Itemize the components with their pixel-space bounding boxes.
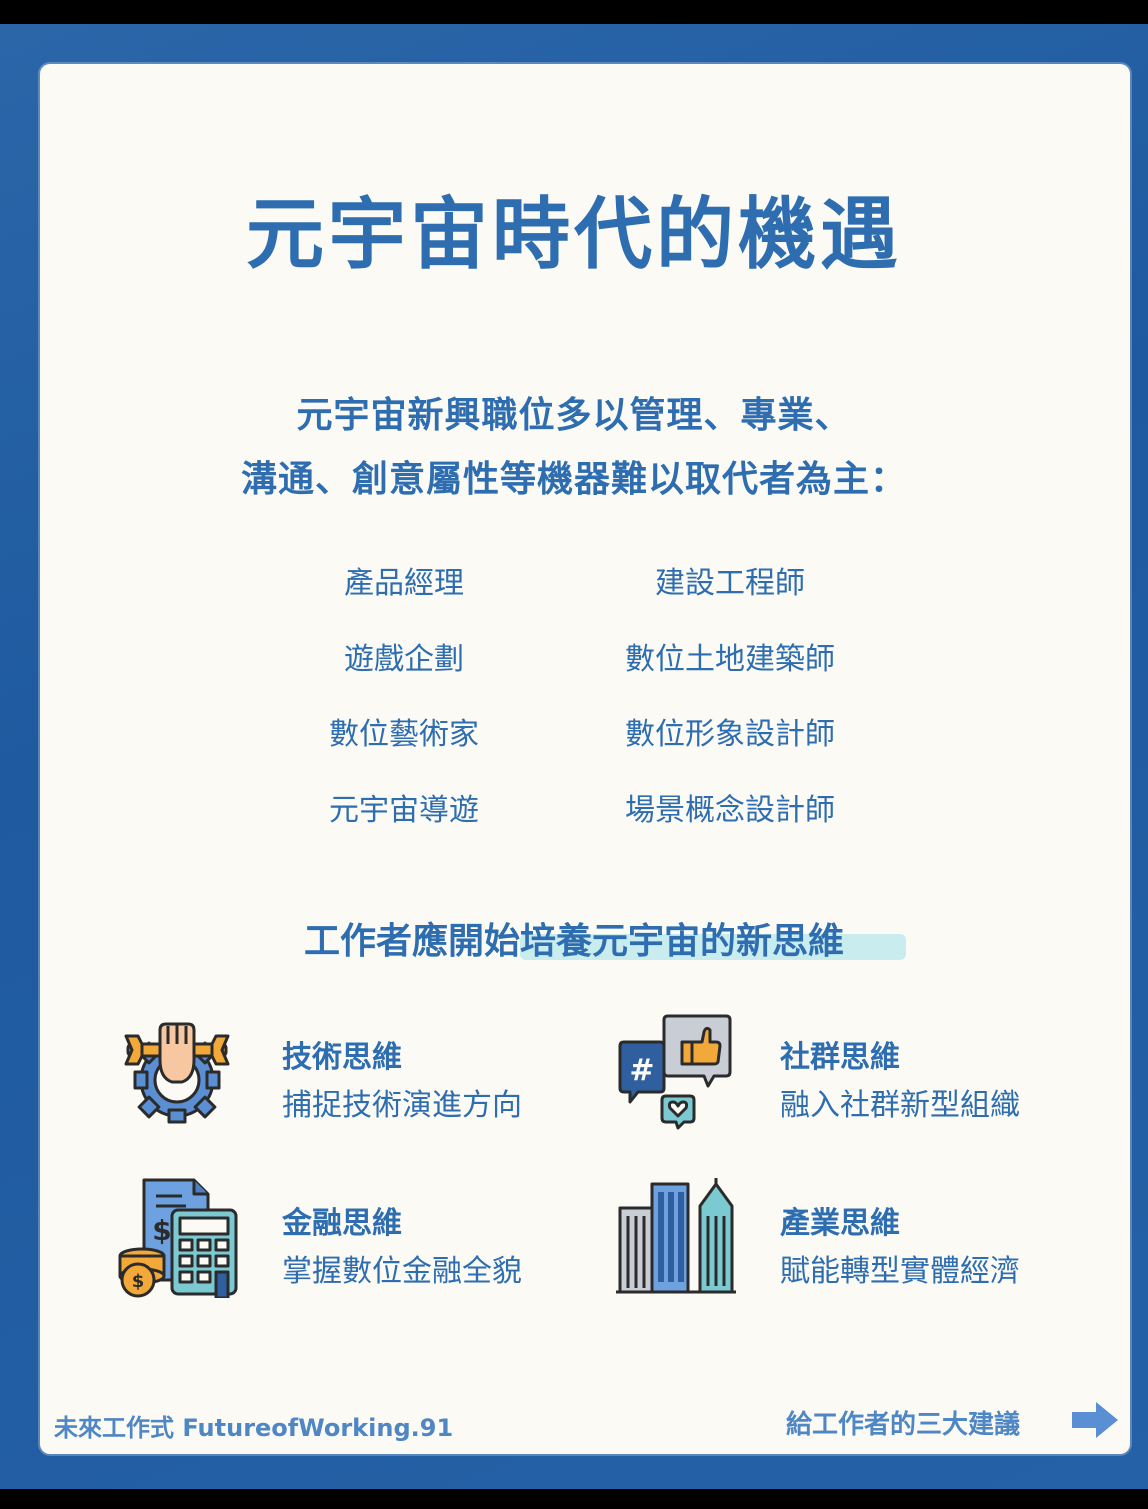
intro-line-2: 溝通、創意屬性等機器難以取代者為主： [240, 459, 907, 500]
subheading-highlight [520, 934, 906, 960]
job-right: 場景概念設計師 [625, 793, 835, 828]
right-arrow-icon[interactable] [1068, 1398, 1122, 1442]
job-left: 遊戲企劃 [344, 642, 464, 677]
next-page-link[interactable]: 給工作者的三大建議 [786, 1410, 1021, 1440]
page-title: 元宇宙時代的機遇 [245, 190, 902, 280]
intro-line-1: 元宇宙新興職位多以管理、專業、 [296, 395, 852, 436]
svg-text:$: $ [152, 1214, 171, 1247]
job-right: 數位形象設計師 [625, 717, 835, 752]
job-right: 數位土地建築師 [625, 642, 835, 677]
svg-text:$: $ [132, 1271, 145, 1292]
city-buildings-icon [616, 1178, 736, 1294]
mindset-desc: 融入社群新型組織 [780, 1088, 1020, 1123]
mindset-title: 金融思維 [282, 1206, 402, 1241]
mindset-title: 技術思維 [282, 1040, 402, 1075]
social-chat-bubbles-icon: # [618, 1014, 732, 1130]
mindset-desc: 捕捉技術演進方向 [282, 1088, 522, 1123]
job-left: 產品經理 [344, 566, 464, 601]
job-left: 元宇宙導遊 [329, 793, 479, 828]
mindset-desc: 賦能轉型實體經濟 [780, 1254, 1020, 1289]
brand-footer: 未來工作式 FutureofWorking.91 [54, 1414, 454, 1442]
calculator-coins-icon: $ $ [118, 1178, 238, 1298]
job-right: 建設工程師 [655, 566, 805, 601]
mindset-title: 產業思維 [780, 1206, 900, 1241]
svg-text:#: # [629, 1053, 654, 1088]
mindset-desc: 掌握數位金融全貌 [282, 1254, 522, 1289]
mindset-title: 社群思維 [780, 1040, 900, 1075]
wrench-gear-fist-icon [124, 1022, 230, 1124]
subheading: 工作者應開始培養元宇宙的新思維 [303, 921, 844, 962]
job-left: 數位藝術家 [329, 717, 479, 752]
